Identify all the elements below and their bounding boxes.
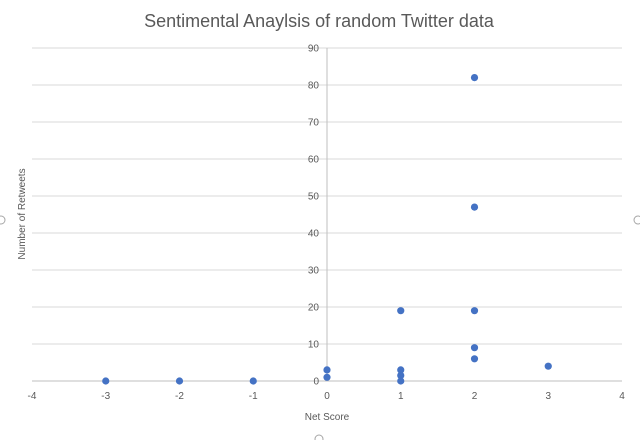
tick-labels: 0 10 20 30 40 50 60 70 80 90 -4 -3 -2 -1 0 1 2 3 4 bbox=[28, 44, 626, 403]
y-axis-title: Number of Retweets bbox=[17, 168, 28, 259]
x-tick-label: -3 bbox=[101, 391, 110, 402]
resize-handle-bottom[interactable] bbox=[314, 434, 324, 440]
x-tick-label: -2 bbox=[175, 391, 184, 402]
data-point bbox=[470, 344, 479, 352]
resize-handle-left[interactable] bbox=[0, 215, 6, 225]
data-point bbox=[397, 307, 405, 315]
x-tick-label: -4 bbox=[28, 391, 37, 402]
x-tick-label: 4 bbox=[619, 391, 625, 402]
y-tick-label: 40 bbox=[308, 229, 320, 240]
data-point bbox=[323, 373, 331, 381]
data-point bbox=[397, 366, 405, 374]
data-point bbox=[323, 366, 331, 374]
x-tick-label: -1 bbox=[249, 391, 258, 402]
x-axis-title: Net Score bbox=[305, 412, 350, 423]
y-tick-label: 0 bbox=[313, 377, 319, 388]
data-point bbox=[470, 355, 479, 363]
data-point bbox=[249, 377, 257, 385]
data-point bbox=[175, 377, 184, 385]
y-tick-label: 90 bbox=[308, 44, 320, 55]
data-points bbox=[102, 74, 552, 385]
data-point bbox=[397, 377, 405, 385]
data-point bbox=[470, 203, 479, 211]
x-tick-label: 0 bbox=[324, 391, 330, 402]
axis-layer bbox=[32, 48, 622, 382]
x-tick-label: 1 bbox=[398, 391, 404, 402]
y-tick-label: 20 bbox=[308, 303, 320, 314]
y-tick-label: 70 bbox=[308, 118, 320, 129]
y-tick-label: 60 bbox=[308, 155, 320, 166]
data-point bbox=[102, 377, 110, 385]
y-tick-label: 30 bbox=[308, 266, 320, 277]
data-point bbox=[470, 307, 479, 315]
x-tick-label: 3 bbox=[545, 391, 551, 402]
resize-handle-right[interactable] bbox=[633, 215, 640, 225]
data-point bbox=[470, 74, 479, 82]
data-point bbox=[397, 371, 405, 380]
y-tick-label: 50 bbox=[308, 192, 320, 203]
y-tick-label: 80 bbox=[308, 81, 320, 92]
y-tick-label: 10 bbox=[308, 340, 320, 351]
data-point bbox=[544, 362, 552, 370]
chart-title: Sentimental Anaylsis of random Twitter d… bbox=[144, 11, 495, 31]
x-tick-label: 2 bbox=[472, 391, 478, 402]
